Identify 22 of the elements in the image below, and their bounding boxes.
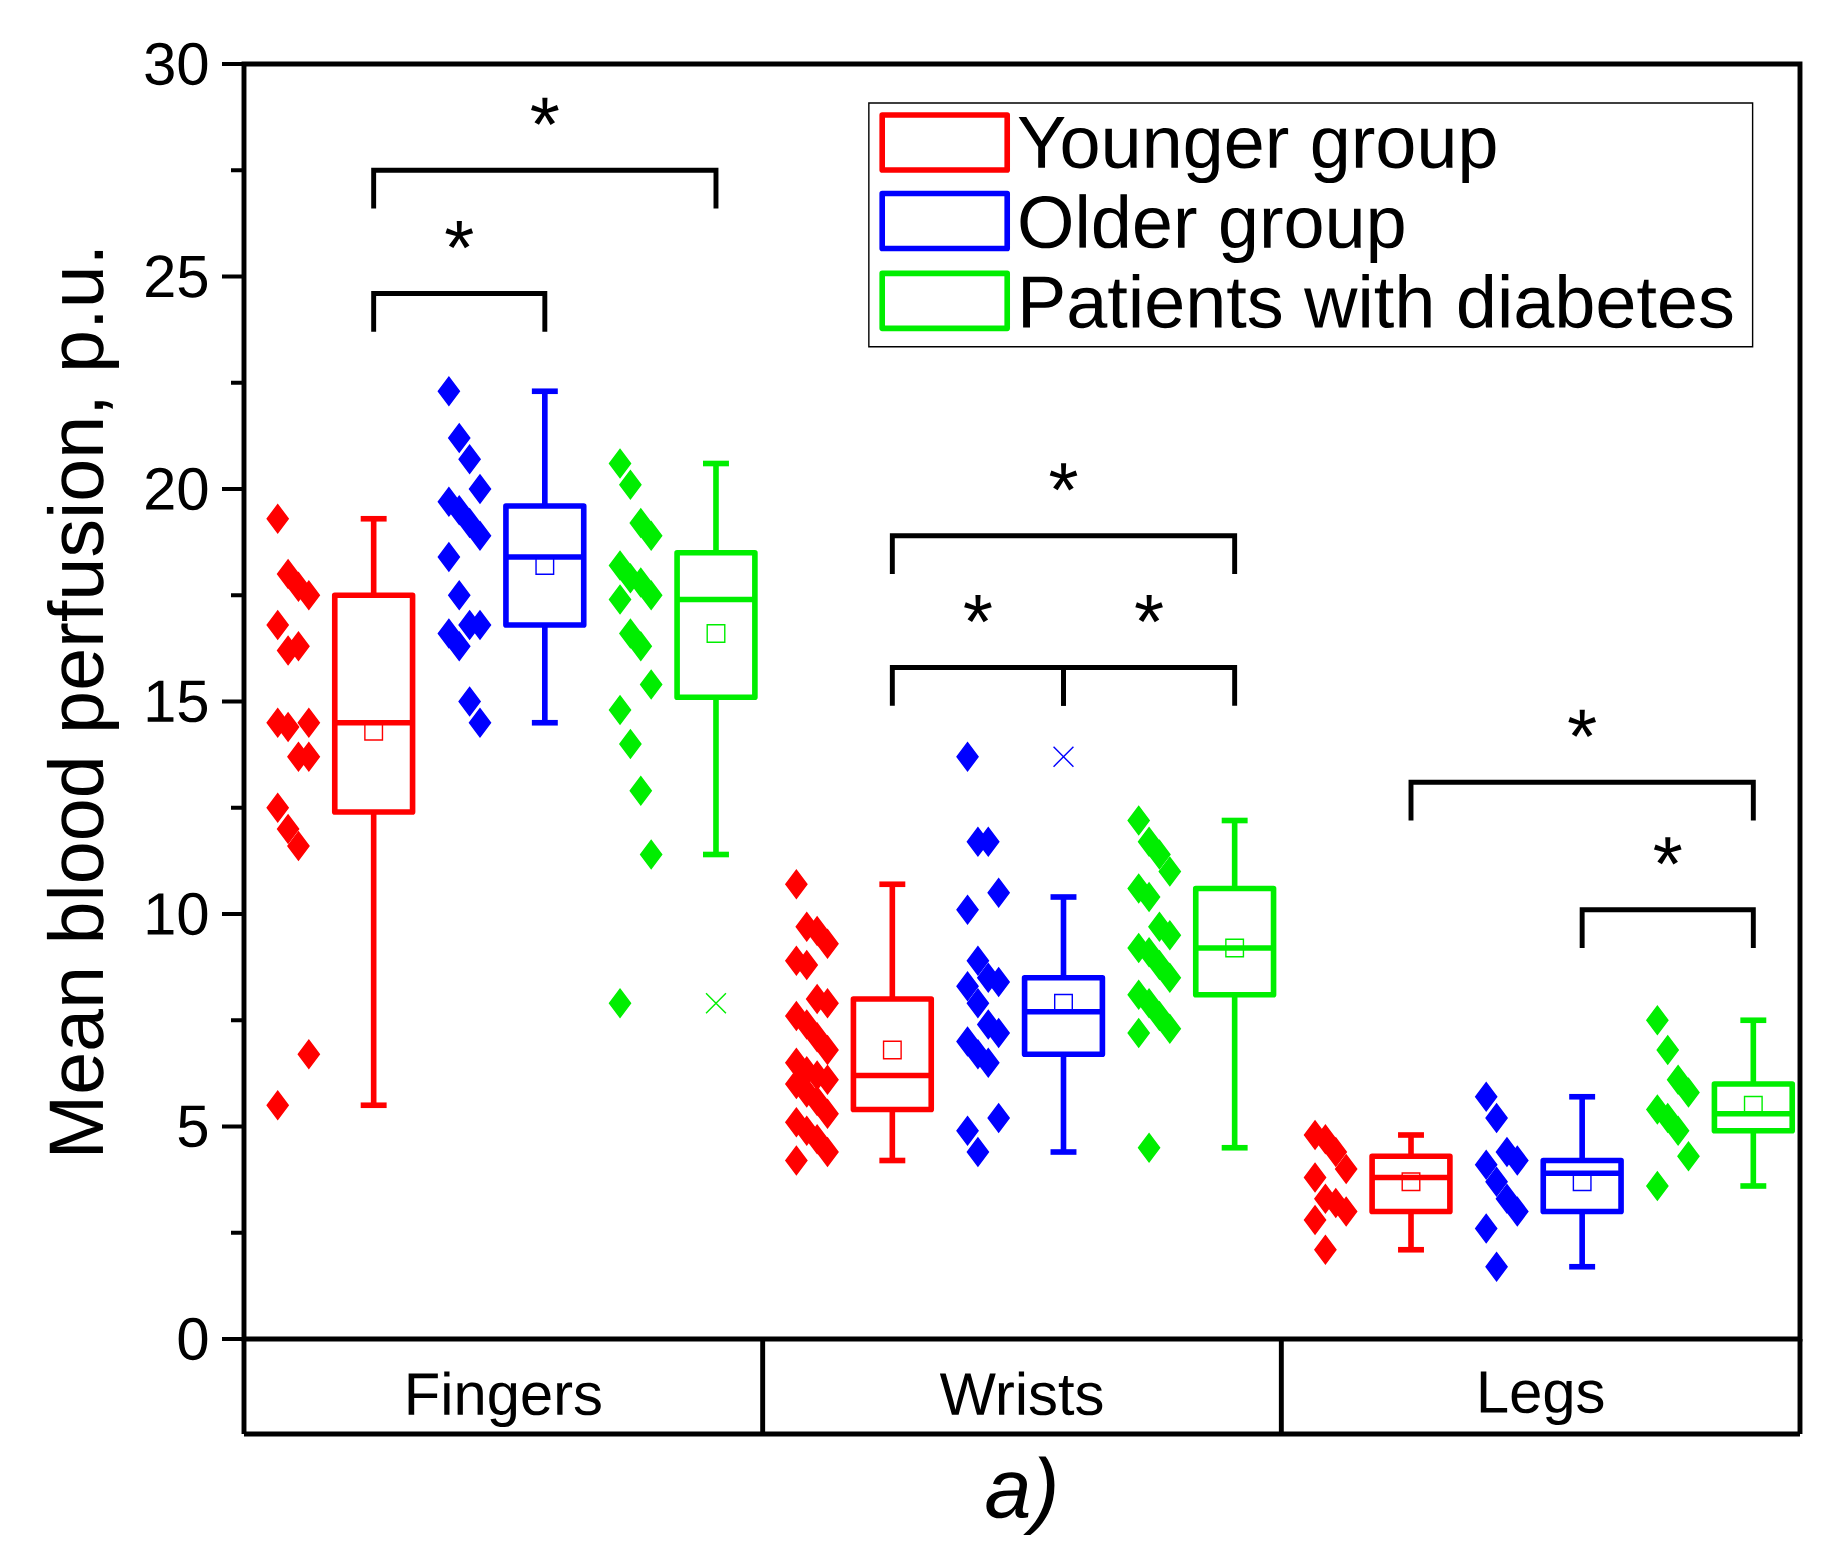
x-tick-label: Legs: [1480, 1371, 1604, 1425]
y-axis-title: Mean blood perfusion, p.u.: [46, 250, 119, 1153]
annotation: *: [1568, 709, 1596, 737]
y-tick-label: 20: [146, 467, 208, 511]
annotation: *: [1653, 837, 1682, 865]
legend-label: Older group: [1020, 194, 1404, 263]
y-tick-label: 15: [147, 680, 208, 723]
y-tick-label: 5: [178, 1105, 208, 1148]
annotation: *: [1135, 595, 1163, 623]
x-tick-label: Fingers: [408, 1371, 601, 1428]
y-tick-label: 10: [147, 892, 208, 936]
y-tick-label: 25: [146, 255, 208, 298]
annotation: *: [964, 595, 992, 623]
y-tick-label: 30: [145, 42, 208, 86]
legend-label: Patients with diabetes: [1023, 274, 1733, 329]
text: a): [986, 1456, 1055, 1536]
y-tick-label: 0: [178, 1317, 208, 1361]
legend-label: Younger group: [1018, 117, 1496, 184]
annotation: *: [1049, 463, 1078, 491]
annotation: *: [531, 97, 559, 125]
annotation: *: [445, 221, 474, 249]
x-tick-label: Wrists: [939, 1371, 1103, 1416]
